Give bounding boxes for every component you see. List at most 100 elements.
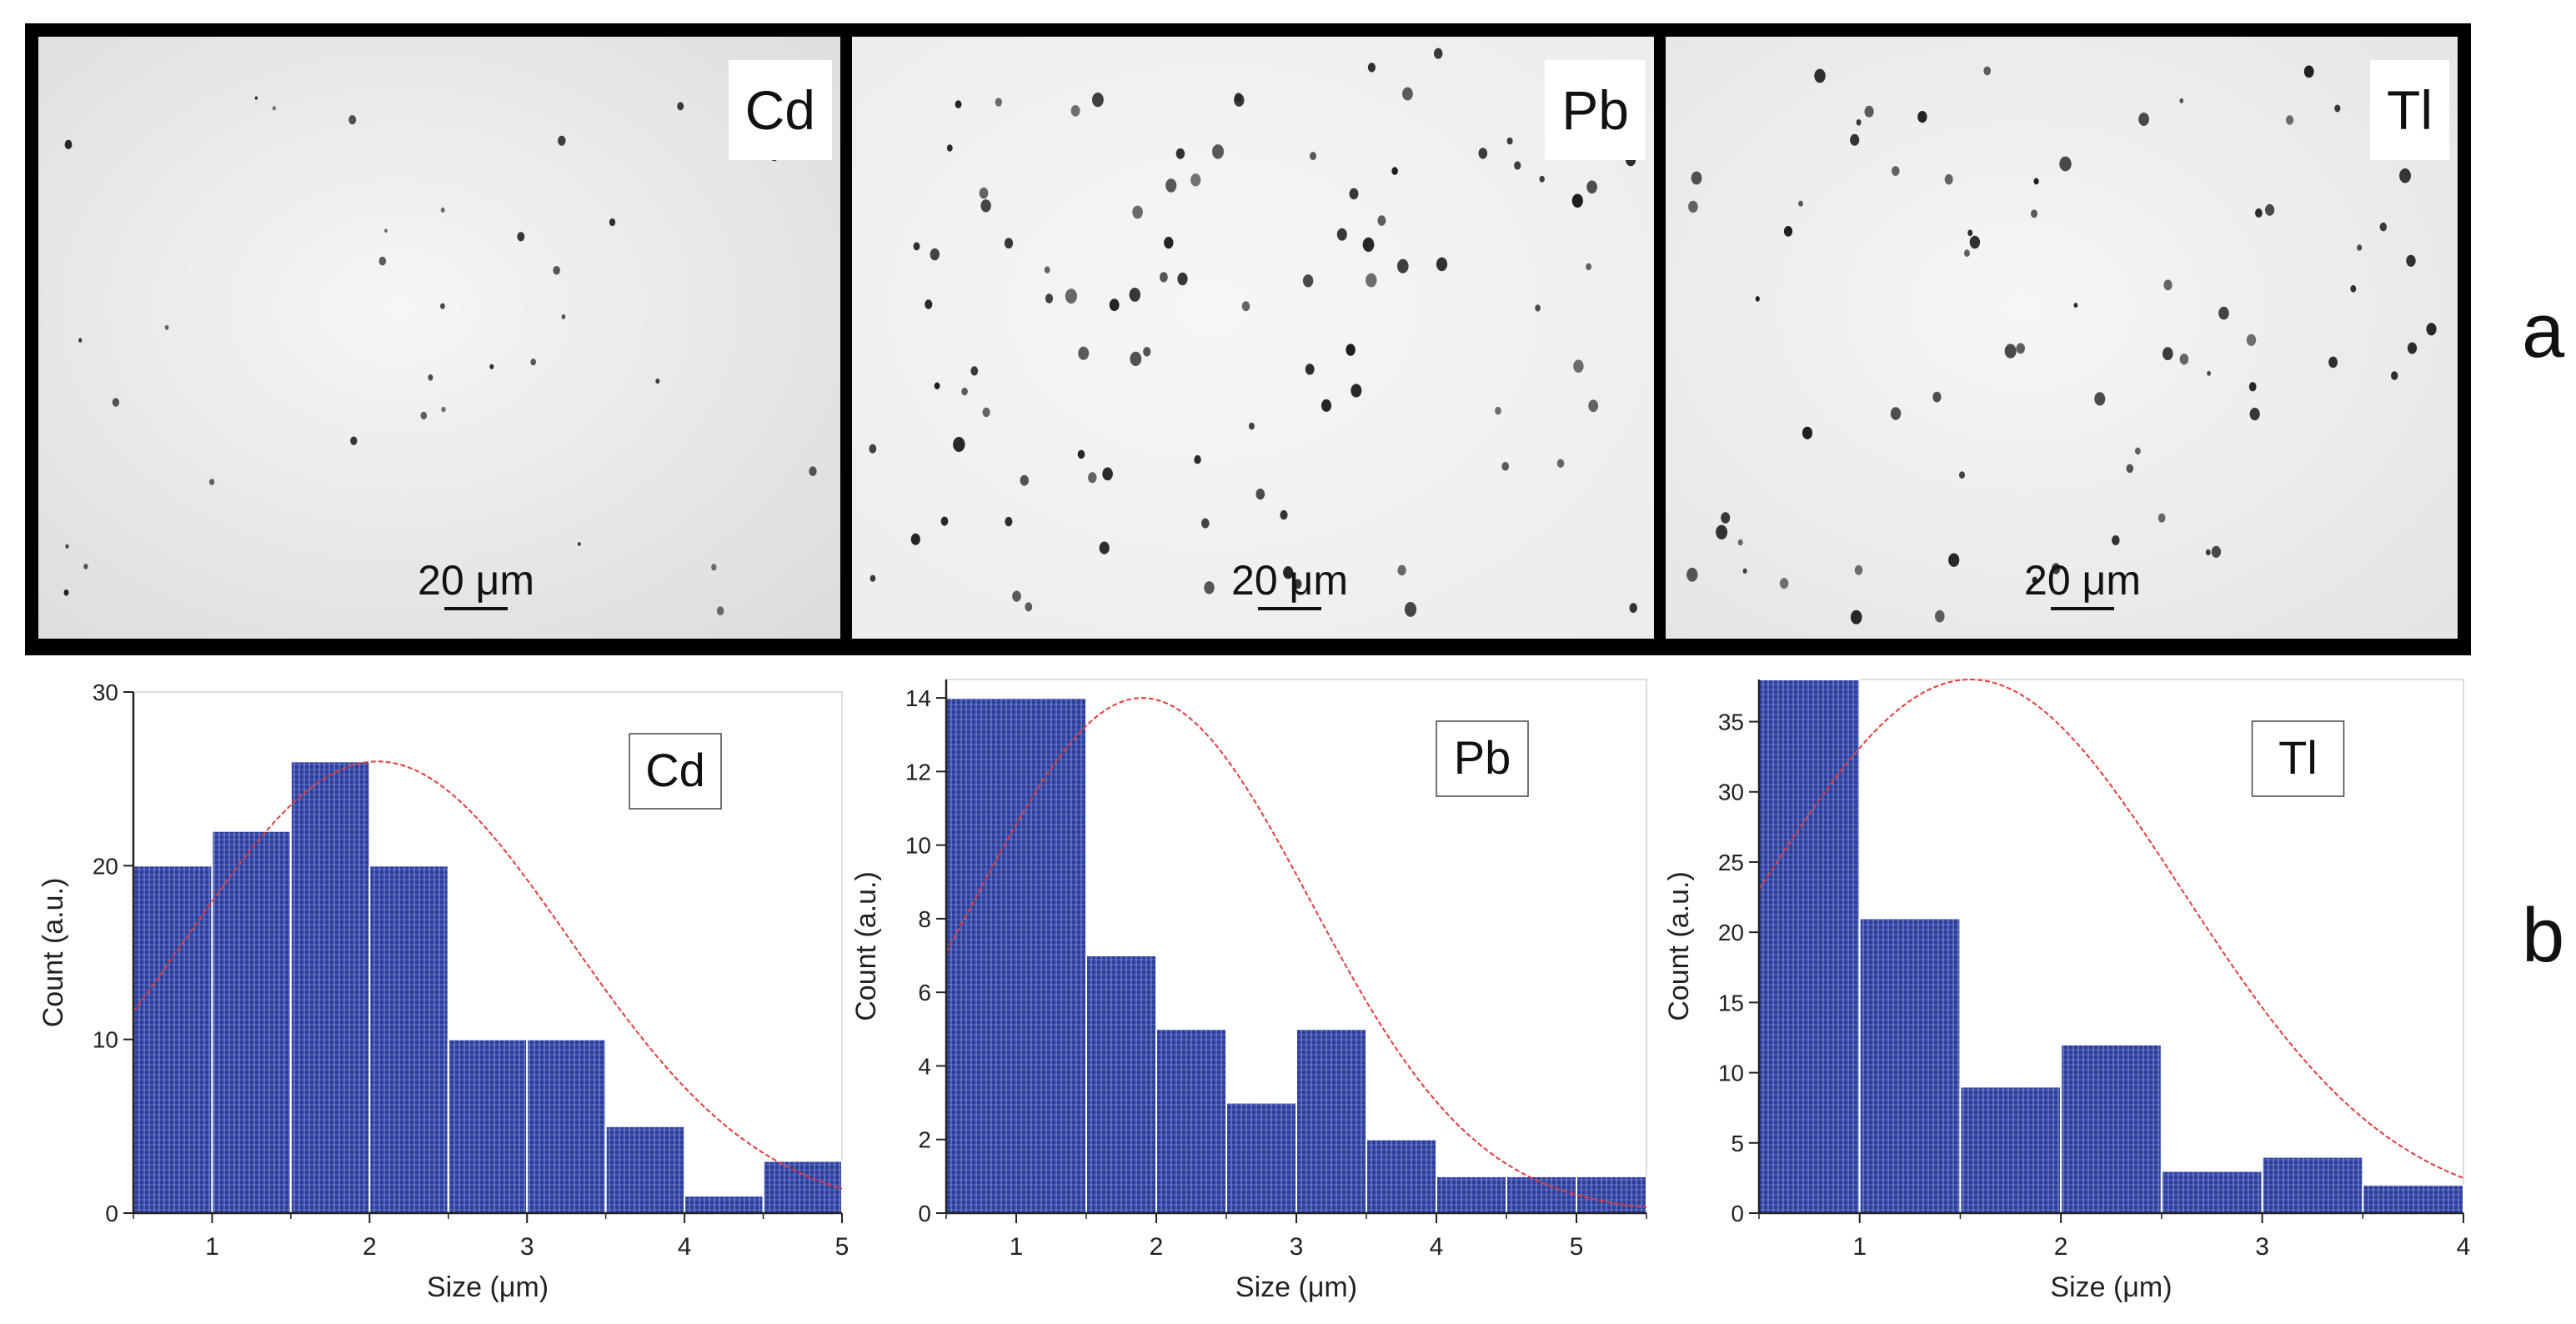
histogram-bar: [211, 830, 292, 1214]
particle: [1742, 568, 1747, 574]
y-tick-label: 8: [918, 906, 931, 932]
particle: [930, 248, 940, 261]
particle: [1397, 564, 1406, 576]
histogram-bar: [1858, 917, 1962, 1214]
y-tick-label: 2: [918, 1127, 931, 1153]
histogram-bar: [1296, 1028, 1367, 1214]
y-tick-label: 10: [905, 833, 931, 859]
particle: [1164, 237, 1174, 249]
scale-bar: 20 μm: [1190, 557, 1390, 610]
histogram-bar: [133, 865, 213, 1214]
histogram-bar: [2261, 1156, 2364, 1214]
particle: [112, 398, 120, 407]
micrograph-background: [38, 37, 840, 639]
particle: [2126, 464, 2134, 474]
histogram-tl: 1 2 3 4 0 5 10 15 20 25 30 35 Size (μm) Count (a.u.) T…: [1663, 678, 2471, 1303]
micrograph-label: Pb: [1545, 60, 1646, 160]
y-tick-label: 35: [1718, 710, 1744, 735]
legend-label: Pb: [1454, 731, 1511, 784]
y-tick-label: 10: [93, 1027, 118, 1053]
particle: [1132, 205, 1143, 219]
panel-letter-a: a: [2522, 288, 2565, 374]
particle: [1177, 272, 1188, 286]
y-tick-label: 4: [918, 1053, 931, 1079]
y-tick-label: 25: [1718, 850, 1744, 875]
particle: [1305, 364, 1315, 375]
particle: [953, 437, 965, 452]
particle: [2328, 356, 2338, 369]
y-tick-label: 0: [105, 1201, 118, 1226]
y-tick-label: 14: [905, 685, 931, 711]
particle: [1892, 166, 1900, 177]
particle: [1716, 524, 1728, 539]
micrograph-label: Tl: [2370, 60, 2449, 160]
particle: [809, 466, 817, 476]
particle: [1367, 63, 1376, 73]
particle: [925, 299, 933, 309]
y-tick-label: 6: [918, 980, 931, 1006]
particle: [1077, 449, 1085, 459]
particle: [1436, 257, 1448, 272]
particle: [2179, 98, 2184, 103]
particle: [420, 411, 428, 420]
x-tick-label: 2: [1150, 1233, 1164, 1261]
micrograph-image: [38, 37, 840, 639]
x-tick-label: 4: [1430, 1233, 1444, 1261]
particle: [2112, 535, 2120, 545]
y-axis-label: Count (a.u.): [38, 878, 69, 1028]
particle: [1099, 541, 1110, 554]
particle: [489, 364, 494, 369]
x-tick-label: 1: [205, 1233, 219, 1261]
histogram-bar: [1366, 1138, 1437, 1215]
particle: [946, 144, 953, 152]
histogram-bar: [289, 760, 371, 1215]
histogram-cd: 1 2 3 4 5 0 10 20 30 Size (μm) Count (a.u.) Cd: [38, 680, 849, 1303]
particle: [2357, 244, 2363, 251]
particle: [1404, 602, 1417, 617]
histogram-bar: [1436, 1175, 1507, 1215]
particle: [2218, 306, 2229, 320]
particle: [995, 98, 1003, 107]
x-tick-label: 2: [2054, 1233, 2068, 1261]
particle: [1293, 579, 1302, 589]
particle: [2255, 208, 2263, 218]
histogram-bar: [2160, 1170, 2263, 1214]
particle: [1092, 93, 1104, 108]
x-tick-label: 3: [2255, 1233, 2269, 1261]
fit-curve: [1758, 678, 2464, 1179]
particle: [1691, 171, 1702, 185]
micrograph-label: Cd: [728, 60, 832, 160]
particle: [2163, 279, 2173, 291]
particle: [1856, 119, 1862, 126]
x-tick-label: 4: [2457, 1233, 2471, 1261]
particle: [1779, 578, 1789, 589]
particle: [254, 96, 258, 100]
scale-bar-line: [2051, 607, 2114, 610]
x-tick-label: 3: [1290, 1233, 1304, 1261]
histogram-bar: [447, 1038, 529, 1215]
histogram-bar: [2060, 1043, 2163, 1214]
particle: [1302, 274, 1314, 288]
particle: [348, 115, 357, 125]
particle: [526, 574, 531, 580]
particle: [1190, 173, 1201, 187]
x-tick-label: 1: [1852, 1233, 1867, 1261]
particle: [2031, 209, 2037, 218]
micrograph-image: [1666, 37, 2458, 639]
particle: [1255, 489, 1265, 500]
particle: [1629, 603, 1637, 614]
particle: [869, 444, 877, 454]
y-tick-label: 30: [1718, 780, 1744, 805]
particle: [2004, 344, 2017, 359]
particle: [1366, 273, 1377, 288]
x-tick-label: 4: [678, 1233, 692, 1261]
particle: [553, 266, 560, 275]
micrograph-image: [852, 37, 1654, 639]
particle: [65, 544, 69, 549]
particle: [913, 242, 920, 251]
particle: [517, 232, 525, 242]
particle: [1241, 301, 1250, 312]
particle: [350, 436, 358, 445]
histogram-bar: [368, 865, 449, 1214]
particle: [1336, 228, 1347, 241]
